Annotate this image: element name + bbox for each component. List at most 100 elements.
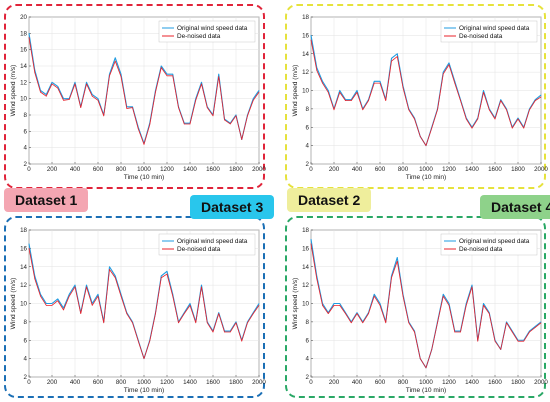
data-point: [511, 331, 513, 333]
data-point: [368, 313, 369, 314]
data-point: [63, 98, 64, 100]
data-point: [201, 284, 202, 286]
data-point: [483, 304, 484, 306]
data-point: [442, 71, 444, 73]
data-point: [477, 118, 479, 120]
data-point: [201, 81, 202, 83]
x-tick-label: 0: [27, 379, 31, 386]
data-point: [322, 304, 323, 306]
data-point: [229, 331, 231, 333]
data-point: [114, 275, 116, 277]
data-point: [166, 270, 168, 272]
x-tick-label: 1600: [488, 379, 502, 386]
data-point: [414, 331, 415, 333]
data-point: [534, 100, 536, 101]
y-tick-label: 18: [302, 227, 309, 234]
data-point: [350, 322, 352, 324]
legend-entry: Original wind speed data: [177, 25, 248, 32]
data-point: [356, 312, 358, 314]
data-point: [437, 322, 438, 324]
legend-entry: Original wind speed data: [459, 238, 530, 245]
x-tick-label: 0: [309, 166, 313, 173]
data-point: [183, 313, 185, 314]
data-point: [310, 238, 312, 240]
y-tick-label: 8: [306, 319, 310, 326]
data-point: [373, 80, 375, 82]
x-tick-label: 800: [398, 166, 409, 173]
x-tick-label: 1200: [442, 379, 456, 386]
data-point: [143, 358, 145, 359]
data-point: [408, 322, 410, 324]
data-point: [97, 295, 99, 297]
data-point: [229, 123, 231, 125]
x-axis-label: Time (10 min): [406, 174, 446, 181]
data-point: [529, 109, 530, 111]
y-tick-label: 16: [302, 32, 309, 39]
data-point: [160, 277, 162, 279]
data-point: [448, 304, 450, 306]
data-point: [97, 99, 99, 101]
data-point: [529, 331, 530, 333]
x-tick-label: 2000: [534, 379, 548, 386]
dataset-3-tag: Dataset 3: [190, 195, 275, 219]
data-point: [68, 295, 70, 297]
data-point: [379, 303, 381, 304]
data-point: [350, 100, 352, 101]
data-point: [195, 322, 197, 324]
y-tick-label: 2: [24, 374, 28, 381]
chart-1: 0 200 400 600 800 1000 1200 1400 1600 1800 2000 2 4 6…: [10, 14, 266, 181]
data-point: [523, 127, 525, 129]
data-point: [160, 67, 162, 68]
y-tick-label: 4: [24, 145, 28, 152]
legend-box: [158, 233, 256, 256]
data-point: [252, 99, 254, 101]
x-tick-label: 1800: [511, 379, 525, 386]
data-point: [368, 100, 369, 101]
data-point: [477, 340, 479, 342]
y-tick-label: 14: [20, 264, 27, 271]
data-point: [379, 80, 381, 82]
data-point: [74, 286, 76, 288]
data-point: [86, 286, 87, 288]
data-point: [28, 248, 30, 249]
data-point: [258, 91, 260, 93]
x-tick-label: 600: [375, 166, 386, 173]
data-point: [86, 284, 87, 286]
data-point: [160, 65, 162, 67]
data-point: [109, 269, 110, 270]
data-point: [166, 75, 168, 77]
legend-entry: De-noised data: [177, 246, 221, 253]
x-tick-label: 0: [27, 166, 31, 173]
data-point: [178, 322, 179, 324]
data-point: [258, 303, 260, 304]
data-point: [494, 340, 496, 342]
x-tick-label: 1200: [442, 166, 456, 173]
x-tick-label: 800: [116, 166, 127, 173]
data-point: [333, 109, 335, 111]
dataset-2-tag: Dataset 2: [287, 188, 372, 212]
data-point: [201, 83, 202, 85]
data-point: [327, 91, 329, 93]
data-point: [28, 37, 30, 38]
data-point: [506, 322, 507, 324]
data-point: [166, 73, 168, 75]
y-axis-label: Wind speed (m/s): [292, 65, 299, 117]
data-point: [218, 313, 220, 314]
data-point: [172, 75, 174, 77]
y-tick-label: 12: [20, 282, 27, 289]
y-tick-label: 18: [20, 227, 27, 234]
data-point: [523, 340, 525, 342]
y-tick-label: 20: [20, 14, 27, 21]
x-tick-label: 1800: [229, 379, 243, 386]
data-point: [506, 109, 507, 111]
data-point: [483, 91, 484, 93]
data-point: [218, 312, 220, 314]
data-point: [57, 87, 59, 89]
x-tick-label: 1600: [488, 166, 502, 173]
data-point: [379, 82, 381, 84]
data-point: [63, 307, 64, 309]
data-point: [339, 304, 341, 306]
y-tick-label: 10: [302, 88, 309, 95]
legend-box: [440, 233, 538, 256]
data-point: [310, 35, 312, 36]
